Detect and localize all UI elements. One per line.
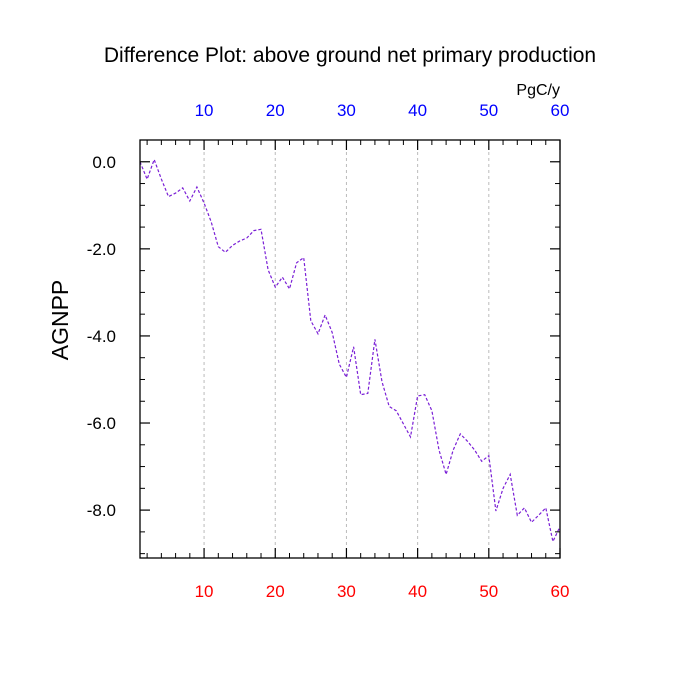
x-tick-label-bottom: 40: [408, 582, 427, 601]
x-tick-label-top: 60: [551, 101, 570, 120]
y-tick-label: -8.0: [87, 501, 116, 520]
y-axis-label: AGNPP: [47, 280, 73, 361]
y-tick-label: -4.0: [87, 327, 116, 346]
series-line: [139, 157, 561, 544]
x-tick-label-top: 30: [337, 101, 356, 120]
x-tick-label-bottom: 60: [551, 582, 570, 601]
y-tick-label: 0.0: [92, 153, 116, 172]
x-tick-label-bottom: 30: [337, 582, 356, 601]
grid: [203, 140, 490, 558]
units-label: PgC/y: [516, 82, 560, 99]
x-tick-label-top: 40: [408, 101, 427, 120]
x-tick-label-top: 20: [266, 101, 285, 120]
series-layer: [139, 157, 561, 544]
plot-frame: [139, 139, 561, 559]
chart-title: Difference Plot: above ground net primar…: [104, 44, 596, 67]
y-tick-label: -6.0: [87, 414, 116, 433]
x-tick-label-bottom: 20: [266, 582, 285, 601]
tick-labels: 10 10 20 20 30 30 40 40 50 50 60 60 0.0 -2.0 -4.0 -6.0 -…: [87, 101, 570, 601]
y-tick-label: -2.0: [87, 240, 116, 259]
x-tick-label-bottom: 10: [195, 582, 214, 601]
x-tick-label-bottom: 50: [479, 582, 498, 601]
ticks: [140, 139, 561, 558]
x-tick-label-top: 10: [195, 101, 214, 120]
x-tick-label-top: 50: [479, 101, 498, 120]
